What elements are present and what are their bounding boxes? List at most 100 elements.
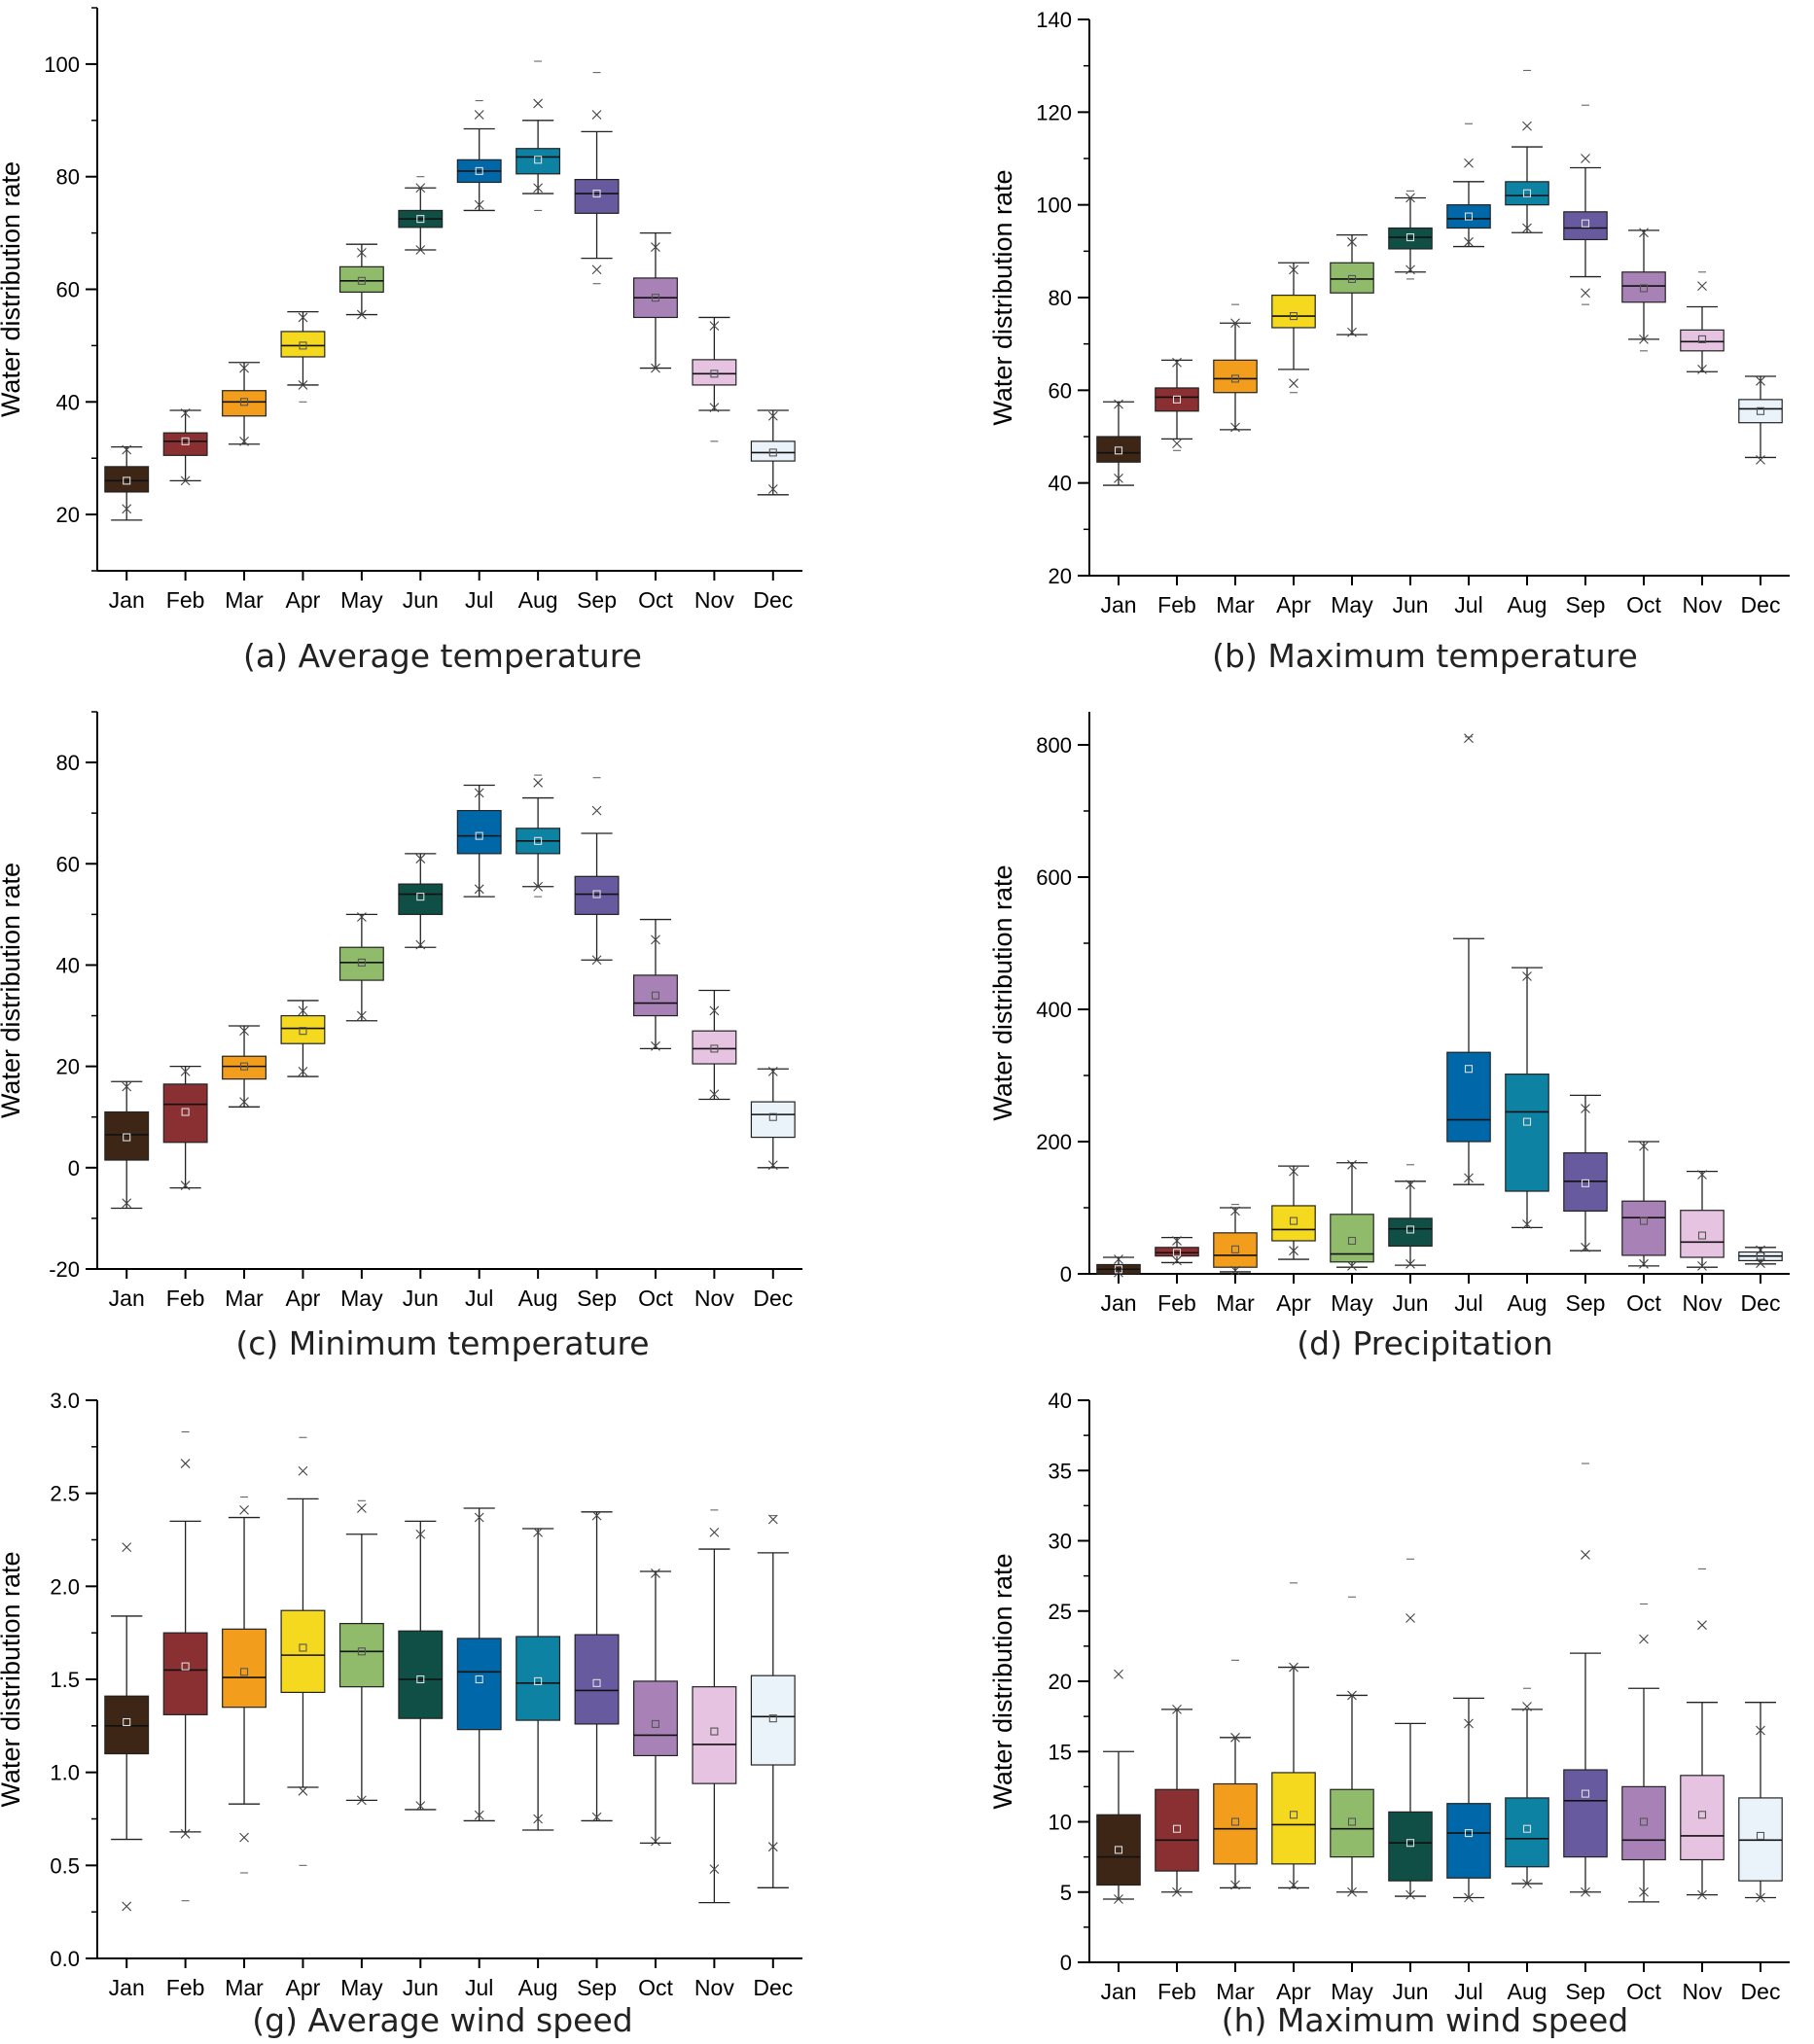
y-tick-label: 800: [1036, 733, 1072, 758]
extreme-marker: [239, 363, 249, 373]
extreme-marker: [1639, 1886, 1649, 1897]
caption-c: (c) Minimum temperature: [235, 1324, 650, 1362]
extreme-marker: [1756, 1725, 1765, 1736]
x-tick-label: May: [1331, 592, 1373, 617]
iqr-box: [750, 1101, 796, 1139]
extreme-marker: [1581, 1550, 1590, 1560]
box-feb: [1155, 357, 1199, 451]
iqr-box: [1388, 227, 1433, 250]
extreme-marker: [1522, 223, 1532, 233]
iqr-box: [162, 1083, 208, 1144]
extreme-marker: [1464, 236, 1474, 247]
box-jul: [456, 99, 502, 212]
y-tick-label: 2.5: [50, 1482, 80, 1506]
extreme-marker: [1230, 1880, 1240, 1890]
mean-marker: [1114, 446, 1123, 455]
x-tick-label: Apr: [286, 1975, 321, 2000]
extreme-marker: [180, 1828, 191, 1839]
extreme-marker: [1639, 1258, 1649, 1269]
extreme-marker: [1289, 1880, 1298, 1890]
x-tick-label: Mar: [225, 1975, 264, 2000]
box-jun: [398, 853, 444, 950]
extreme-marker: [591, 805, 602, 816]
x-tick-label: Sep: [577, 587, 617, 613]
box-feb: [1155, 1236, 1199, 1266]
mean-marker: [1522, 189, 1532, 197]
mean-marker: [123, 1717, 131, 1727]
x-tick-label: Jan: [1100, 1979, 1136, 2004]
iqr-box: [1330, 1214, 1374, 1263]
x-tick-label: Aug: [1508, 592, 1547, 617]
iqr-box: [1621, 1200, 1666, 1256]
mean-marker: [181, 437, 190, 445]
mean-marker: [1289, 312, 1298, 321]
extreme-marker: [1289, 1662, 1298, 1673]
box-apr: [280, 1000, 326, 1077]
box-dec: [1738, 1245, 1783, 1269]
y-axis-label: Water distribution rate: [0, 1551, 25, 1807]
y-tick-label: 60: [56, 852, 80, 876]
mean-marker: [651, 991, 660, 1000]
extreme-marker: [356, 1010, 367, 1021]
extreme-marker: [591, 110, 602, 120]
iqr-box: [692, 359, 737, 386]
x-tick-label: Dec: [753, 1286, 793, 1311]
y-tick-label: 35: [1049, 1459, 1072, 1483]
box-jun: [398, 176, 444, 255]
extreme-marker: [651, 1836, 660, 1847]
extreme-marker: [1756, 1258, 1765, 1269]
extreme-marker: [356, 1503, 367, 1513]
extreme-marker: [1405, 193, 1415, 203]
extreme-marker: [298, 1066, 308, 1076]
box-mar: [222, 362, 267, 446]
chart-d: 0 200 400 600 800 Water distribution rate Jan F…: [988, 712, 1790, 1316]
mean-marker: [1581, 1179, 1590, 1187]
iqr-box: [338, 946, 384, 981]
extreme-marker: [239, 1505, 249, 1515]
x-tick-label: Jan: [1100, 1290, 1136, 1316]
extreme-marker: [239, 1097, 249, 1107]
x-tick-label: Jun: [403, 587, 439, 613]
extreme-marker: [533, 183, 544, 194]
extreme-marker: [180, 1459, 191, 1468]
box-oct: [633, 918, 678, 1051]
box-jul: [1446, 1697, 1491, 1903]
extreme-marker: [298, 1005, 308, 1016]
extreme-marker: [474, 110, 484, 120]
box-may: [1330, 1596, 1374, 1897]
y-tick-label: 140: [1036, 8, 1072, 32]
iqr-box: [692, 1030, 737, 1065]
x-tick-label: Dec: [1741, 592, 1781, 617]
x-tick-label: Nov: [694, 587, 734, 613]
iqr-box: [1680, 1210, 1725, 1258]
extreme-marker: [1581, 1242, 1590, 1252]
box-sep: [1563, 104, 1608, 305]
mean-marker: [534, 156, 543, 164]
x-tick-label: May: [340, 1286, 383, 1311]
caption-b: (b) Maximum temperature: [1212, 637, 1638, 675]
iqr-box: [1271, 295, 1316, 329]
iqr-box: [1680, 329, 1725, 352]
extreme-marker: [1405, 1180, 1415, 1190]
box-mar: [1213, 1659, 1258, 1890]
extreme-marker: [1347, 1260, 1357, 1271]
mean-marker: [592, 890, 601, 899]
box-sep: [574, 1510, 620, 1822]
extreme-marker: [1172, 1236, 1182, 1246]
x-tick-label: Apr: [286, 1286, 321, 1311]
extreme-marker: [415, 939, 426, 950]
iqr-box: [222, 1055, 267, 1080]
mean-marker: [239, 1062, 249, 1071]
mean-marker: [123, 476, 131, 485]
x-tick-label: Mar: [225, 1286, 264, 1311]
y-tick-label: 1.5: [50, 1668, 80, 1692]
extreme-marker: [1347, 1886, 1357, 1897]
extreme-marker: [533, 778, 544, 788]
extreme-marker: [1347, 1159, 1357, 1170]
extreme-marker: [474, 1810, 484, 1820]
mean-marker: [181, 1108, 190, 1116]
iqr-box: [1446, 1803, 1491, 1879]
extreme-marker: [180, 1066, 191, 1076]
mean-marker: [1405, 1225, 1415, 1234]
extreme-marker: [1756, 375, 1765, 386]
